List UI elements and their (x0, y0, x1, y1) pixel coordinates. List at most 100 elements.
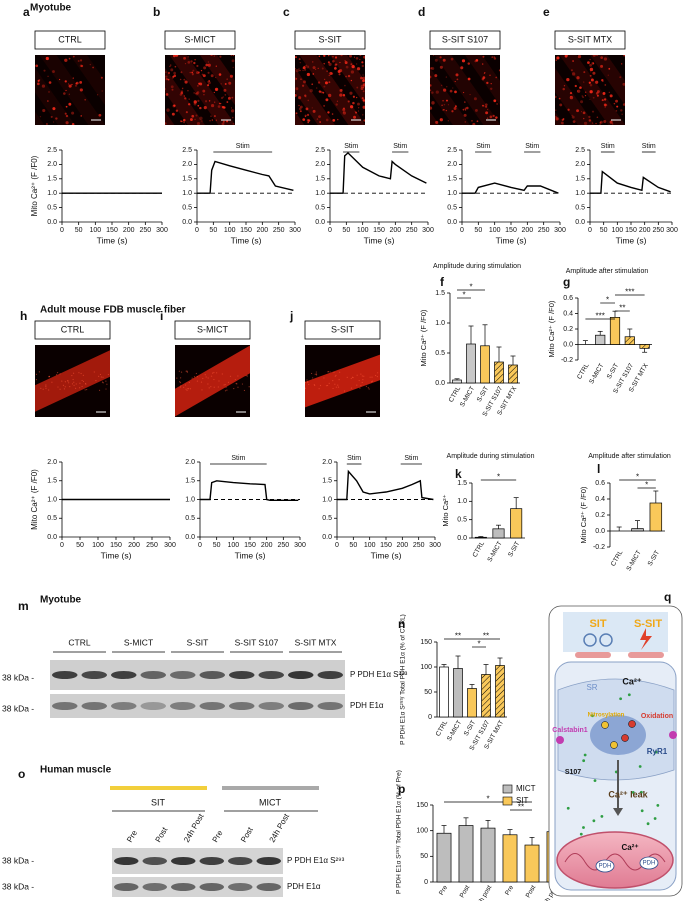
spot (347, 74, 351, 78)
spot (567, 55, 569, 56)
spot (357, 110, 360, 112)
x-tick-label: Pre (504, 884, 515, 897)
blot-band (258, 702, 284, 710)
spot (327, 61, 330, 64)
spot (100, 376, 102, 378)
spot (65, 121, 69, 125)
blot-band (140, 702, 166, 710)
spot (620, 109, 623, 112)
spot (308, 383, 310, 386)
x-tick-label: 0 (335, 542, 339, 549)
spot (186, 370, 188, 372)
spot (323, 104, 326, 107)
spot (298, 68, 300, 70)
spot (430, 67, 433, 70)
spot (555, 95, 557, 99)
spot (165, 122, 167, 125)
blot-band (111, 671, 137, 679)
micrograph-content (35, 55, 105, 125)
trace (462, 182, 559, 194)
spot (356, 63, 358, 65)
spot (222, 105, 225, 109)
spot (317, 67, 319, 70)
spot (440, 84, 443, 87)
spot (202, 74, 206, 78)
spot (592, 71, 596, 75)
spot (165, 75, 168, 78)
spot (187, 388, 189, 390)
y-tick-label: 2.5 (447, 147, 457, 154)
x-tick-label: Pre (438, 884, 449, 897)
calcium-dot (593, 779, 597, 783)
spot (344, 61, 348, 65)
calcium-dot (639, 790, 643, 794)
spot (191, 377, 193, 379)
bar (458, 825, 474, 883)
significance-label: * (606, 296, 609, 305)
spot (79, 80, 83, 84)
spot (607, 74, 609, 76)
spot (105, 388, 107, 390)
spot (434, 58, 438, 62)
spot (184, 80, 188, 84)
x-tick-label: CTRL (471, 540, 486, 559)
spot (306, 65, 310, 69)
y-axis-label: Mito Ca²⁺ (F /F0) (419, 309, 428, 366)
image-title: S-SIT (318, 34, 342, 44)
y-tick-label: 1.0 (575, 190, 585, 197)
spot (447, 120, 450, 122)
significance-label: * (462, 291, 465, 300)
image-title: S-SIT S107 (442, 34, 488, 44)
spot (207, 81, 211, 85)
spot (39, 116, 42, 118)
size-marker: 38 kDa - (2, 672, 34, 682)
spot (72, 77, 74, 79)
spot (101, 381, 104, 383)
x-tick-label: 150 (505, 227, 517, 234)
x-tick-label: 300 (422, 227, 434, 234)
spot (42, 388, 44, 390)
spot (345, 75, 347, 78)
spot (195, 92, 197, 94)
spot (306, 113, 310, 117)
spot (579, 86, 582, 89)
panel-letter: f (440, 275, 445, 289)
spot (315, 374, 318, 376)
spot (180, 91, 184, 95)
y-tick-label: -0.2 (561, 357, 573, 364)
spot (193, 376, 196, 378)
spot (431, 101, 435, 105)
spot (224, 83, 227, 85)
spot (334, 375, 336, 377)
spot (237, 386, 239, 388)
micrograph-content (35, 347, 110, 415)
spot (207, 377, 209, 379)
spot (48, 81, 52, 84)
spot (337, 386, 340, 388)
x-tick-label: S-MICT (486, 540, 503, 563)
y-tick-label: 2.5 (182, 147, 192, 154)
spot (555, 117, 559, 121)
spot (569, 91, 573, 95)
spot (363, 375, 365, 377)
spot (328, 55, 330, 57)
x-tick-label: 250 (277, 542, 289, 549)
spot (495, 76, 498, 79)
x-tick-label: 100 (227, 542, 239, 549)
spot (362, 379, 364, 381)
spot (180, 385, 182, 387)
diagram-label: Nitrosylation (588, 713, 625, 719)
spot (207, 64, 209, 66)
image-title: S-MICT (197, 324, 228, 334)
spot (295, 69, 299, 73)
spot (377, 372, 379, 374)
spot (71, 111, 75, 115)
spot (445, 109, 448, 112)
spot (205, 63, 209, 67)
x-tick-label: S-SIT (647, 549, 661, 567)
image-title: S-SIT (331, 324, 355, 334)
panel-letter: d (418, 5, 425, 19)
spot (335, 374, 337, 376)
y-tick-label: 100 (420, 664, 432, 671)
x-tick-label: 0 (60, 227, 64, 234)
